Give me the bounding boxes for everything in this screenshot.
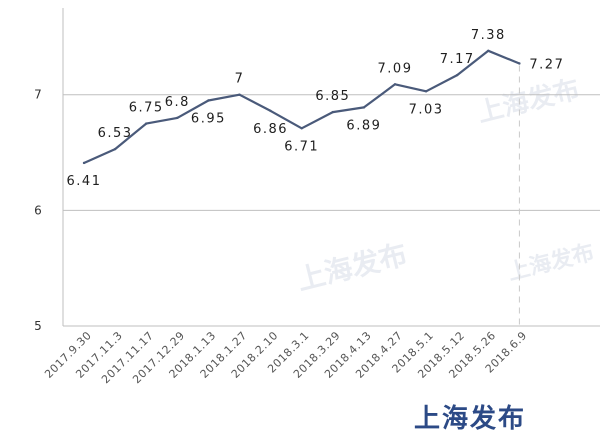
data-label: 6.86 (253, 122, 288, 137)
data-point (207, 99, 210, 102)
data-label: 6.53 (98, 126, 133, 141)
data-point (487, 49, 490, 52)
data-point (362, 106, 366, 109)
y-tick-label: 5 (34, 319, 42, 333)
data-point (331, 110, 334, 114)
data-label: 6.41 (67, 174, 102, 189)
axis-layer: 5 6 7 (34, 8, 600, 333)
y-tick-label: 6 (34, 203, 42, 217)
grid-layer (63, 94, 600, 211)
y-tick-label: 7 (34, 88, 42, 102)
data-point (113, 147, 117, 151)
data-point (145, 122, 148, 125)
data-label: 7.27 (529, 58, 564, 73)
brand-logo-text: 上海发布 (414, 404, 527, 434)
data-point (456, 73, 459, 77)
data-label: 7.09 (378, 61, 413, 76)
data-label: 6.71 (284, 139, 319, 154)
data-point (82, 161, 86, 165)
data-label: 7 (235, 72, 245, 87)
data-label: 6.8 (165, 95, 190, 110)
data-label: 7.38 (471, 28, 506, 43)
data-point (269, 109, 272, 113)
x-tick-layer: 2017.9.302017.11.32017.11.172017.12.2920… (42, 329, 529, 386)
data-label: 6.75 (129, 101, 164, 116)
watermark-text: 上海发布 (294, 238, 411, 297)
data-label: 6.95 (191, 112, 226, 127)
data-label: 7.17 (440, 52, 475, 67)
data-point (393, 83, 397, 86)
data-point (176, 116, 179, 120)
data-point (238, 93, 241, 96)
data-label: 7.03 (409, 102, 444, 117)
data-label: 6.89 (346, 118, 381, 133)
data-point (518, 62, 521, 65)
data-label: 6.85 (315, 89, 350, 104)
label-layer: 6.41 6.53 6.75 6.86.95 7 6.86 6.71 6.85 6.89 7.09… (67, 28, 564, 189)
watermark-text: 上海发布 (474, 74, 582, 129)
data-point (300, 127, 303, 130)
series-layer (82, 49, 521, 165)
data-point (424, 90, 428, 93)
